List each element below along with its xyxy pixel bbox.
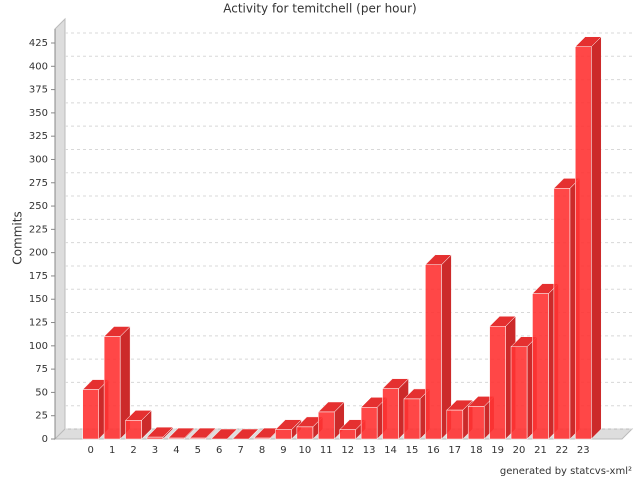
bar [575,46,592,440]
y-tick-label: 425 [29,38,48,49]
bar [253,437,271,440]
y-tick-label: 200 [29,248,48,259]
x-tick-label: 18 [470,445,483,456]
x-tick-label: 9 [280,445,286,456]
bar [168,437,185,440]
bar-top [210,428,238,440]
bar [189,437,207,440]
y-tick-label: 175 [29,271,48,282]
y-tick-label: 275 [29,178,48,189]
x-tick-label: 3 [152,445,158,456]
bar [296,426,314,440]
x-tick-label: 19 [491,445,504,456]
y-tick-label: 75 [35,364,48,375]
bar [489,326,506,440]
bar [318,411,335,440]
grid [65,32,632,430]
bar [532,293,549,440]
y-tick-label: 350 [29,108,48,119]
x-tick-label: 7 [237,445,243,456]
y-axis-label: Commits [11,211,25,264]
footer: generated by statcvs-xml² [500,466,632,477]
x-tick-label: 2 [130,445,136,456]
y-tick-label: 400 [29,61,48,72]
y-tick-label: 325 [29,131,48,142]
x-tick-label: 8 [259,445,265,456]
y-tick-label: 225 [29,224,48,235]
bar [82,389,99,440]
bar [467,406,485,440]
bar [403,398,421,440]
bar [553,188,571,440]
bar [125,420,142,440]
y-tick-label: 125 [29,318,48,329]
x-tick-label: 12 [341,445,354,456]
bar [275,429,292,440]
y-tick-label: 50 [35,387,48,398]
x-tick-label: 10 [299,445,312,456]
bar [510,346,528,440]
x-tick-label: 21 [534,445,547,456]
y-tick-label: 375 [29,85,48,96]
y-tick-label: 150 [29,294,48,305]
x-tick-label: 17 [448,445,461,456]
left-wall [54,17,66,441]
x-tick-label: 11 [320,445,333,456]
bar-side [591,36,602,440]
x-tick-label: 13 [363,445,376,456]
chart-title: Activity for temitchell (per hour) [223,2,417,16]
bar [446,409,464,440]
y-tick-label: 25 [35,411,48,422]
y-tick-label: 250 [29,201,48,212]
x-tick-label: 14 [384,445,397,456]
y-tick-label: 0 [42,434,48,445]
x-tick-label: 23 [577,445,590,456]
x-tick-label: 15 [406,445,419,456]
bar [425,264,442,440]
x-tick-label: 22 [556,445,569,456]
y-tick-label: 300 [29,154,48,165]
x-tick-label: 5 [195,445,201,456]
x-tick-label: 1 [109,445,115,456]
x-tick-label: 0 [88,445,94,456]
bar [103,336,121,440]
x-tick-label: 4 [173,445,179,456]
bar [360,407,378,440]
bar [146,436,164,440]
bars [82,36,602,440]
x-tick-label: 16 [427,445,440,456]
y-tick-label: 100 [29,341,48,352]
bar [339,429,356,440]
x-tick-label: 6 [216,445,222,456]
bar-top [232,428,260,440]
x-tick-label: 20 [513,445,526,456]
bar [382,388,399,440]
